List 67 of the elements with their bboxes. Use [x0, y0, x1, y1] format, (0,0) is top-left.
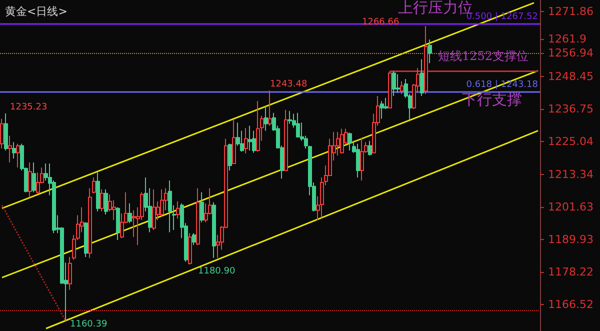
candlestick [248, 125, 252, 151]
candlestick [192, 232, 196, 246]
y-tick-label: 1261.9 [548, 32, 586, 46]
candlestick [228, 143, 232, 172]
candlestick [92, 176, 96, 194]
candlestick [68, 256, 72, 290]
candlestick [284, 109, 288, 172]
candlestick [100, 188, 104, 212]
candlestick [392, 70, 396, 96]
annotation: 1160.39 [70, 320, 108, 330]
candlestick [28, 162, 32, 198]
candlestick [244, 127, 248, 154]
candlestick [424, 25, 428, 95]
candlestick [428, 39, 432, 64]
candlestick [16, 143, 20, 168]
y-tick-label: 1256.94 [548, 46, 594, 60]
candlestick [296, 112, 300, 138]
candlestick [232, 119, 236, 164]
candlestick [12, 142, 16, 160]
candlestick [268, 90, 272, 126]
y-tick-label: 1178.22 [548, 265, 594, 278]
candlestick [380, 100, 384, 120]
candlestick [396, 74, 400, 94]
annotation: 1243.48 [270, 80, 308, 90]
candlestick [356, 143, 360, 178]
candlestick [340, 128, 344, 154]
candlestick [388, 70, 392, 108]
candlestick [188, 232, 192, 266]
candlestick [128, 202, 132, 224]
candlestick [84, 222, 88, 258]
y-tick-label: 1225.04 [548, 135, 594, 148]
candlestick [368, 140, 372, 156]
y-tick-label: 1271.86 [548, 5, 594, 18]
ref-line-label: 0.618 | 1243.18 [466, 80, 538, 90]
candlestick [348, 132, 352, 151]
candlestick [160, 188, 164, 218]
candlestick [96, 172, 100, 212]
annotation: 1235.23 [10, 102, 48, 112]
candlestick [420, 58, 424, 96]
ref-line-label: 0.500 | 1267.52 [466, 12, 538, 22]
annotation: 1180.90 [198, 266, 236, 276]
y-tick-label: 1166.52 [548, 298, 594, 312]
candlestick [152, 188, 156, 231]
candlestick [176, 200, 180, 220]
candlestick [212, 202, 216, 258]
candlestick [256, 100, 260, 152]
candlestick [360, 137, 364, 182]
candlestick [116, 206, 120, 241]
candlestick [400, 80, 404, 95]
text: 黄金<日线> [5, 5, 68, 18]
candlestick [4, 112, 8, 151]
candlestick [288, 110, 292, 124]
candlestick [32, 162, 36, 193]
candlestick [200, 192, 204, 223]
annotation: 短线1252支撑位 [438, 49, 529, 63]
y-tick-label: 1201.63 [548, 200, 594, 214]
candlestick [264, 105, 268, 132]
candlestick [168, 180, 172, 233]
y-tick-label: 1189.93 [548, 232, 594, 246]
candlestick [88, 188, 92, 258]
candlestick [8, 135, 12, 163]
candlestick [196, 188, 200, 246]
candlestick [36, 172, 40, 194]
y-tick-label: 1213.34 [548, 168, 594, 181]
y-tick-label: 1248.45 [548, 70, 594, 84]
candlestick [104, 188, 108, 215]
y-tick-label: 1236.75 [548, 102, 594, 116]
